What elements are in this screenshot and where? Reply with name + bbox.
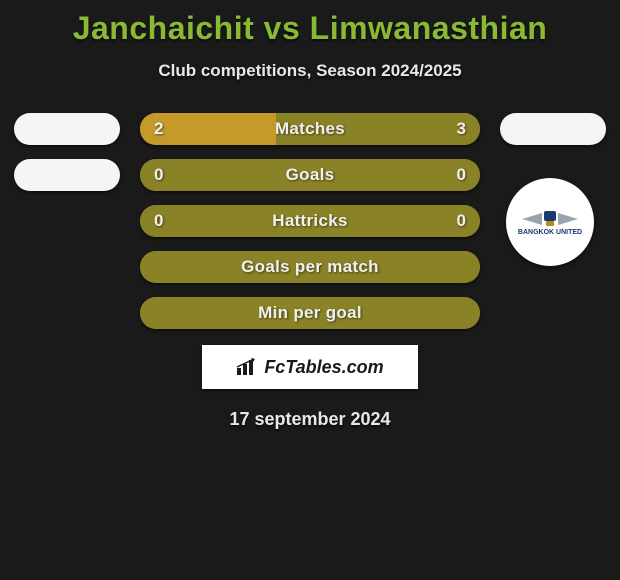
brand-text: FcTables.com (264, 357, 383, 378)
stat-right-value: 0 (457, 211, 466, 231)
stat-bar: 0 0 Goals (140, 159, 480, 191)
wings-icon (520, 209, 580, 229)
subtitle: Club competitions, Season 2024/2025 (0, 61, 620, 81)
stat-left-value: 2 (154, 119, 163, 139)
stat-label: Goals (286, 165, 335, 185)
stat-bar-left-fill (140, 159, 310, 191)
stat-left-value: 0 (154, 211, 163, 231)
stat-label: Matches (275, 119, 345, 139)
stat-label: Goals per match (241, 257, 379, 277)
left-team-pill (14, 159, 120, 191)
stat-right-value: 3 (457, 119, 466, 139)
stat-label: Hattricks (272, 211, 347, 231)
stat-row: 2 3 Matches (0, 113, 620, 145)
stat-bar: Min per goal (140, 297, 480, 329)
team-right-logo: BANGKOK UNITED (506, 178, 594, 266)
team-right-name: BANGKOK UNITED (518, 229, 582, 236)
snapshot-date: 17 september 2024 (0, 409, 620, 430)
comparison-title: Janchaichit vs Limwanasthian (0, 0, 620, 47)
stat-label: Min per goal (258, 303, 362, 323)
stat-bar: 2 3 Matches (140, 113, 480, 145)
stat-row: Min per goal (0, 297, 620, 329)
right-team-pill (500, 113, 606, 145)
brand-badge: FcTables.com (202, 345, 418, 389)
bars-icon (236, 358, 258, 376)
left-team-pill (14, 113, 120, 145)
stat-left-value: 0 (154, 165, 163, 185)
stat-bar-right-fill (310, 159, 480, 191)
stat-bar: Goals per match (140, 251, 480, 283)
stat-bar: 0 0 Hattricks (140, 205, 480, 237)
stat-right-value: 0 (457, 165, 466, 185)
